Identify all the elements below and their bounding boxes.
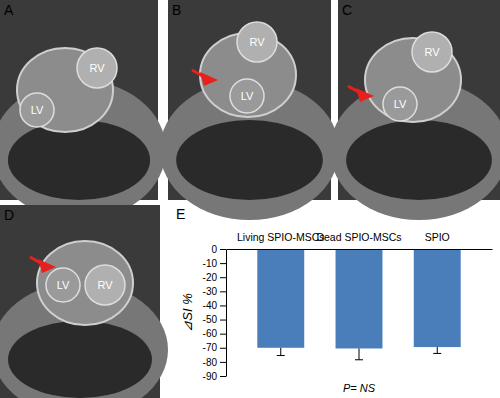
bar: [336, 249, 383, 348]
y-axis: -90 -80 -70 -60 -50 -40 -30 -20 -10 0: [203, 244, 227, 382]
tick-mark: [220, 320, 226, 321]
error-cap: [277, 355, 285, 356]
tick-mark: [220, 348, 226, 349]
region-label: RV: [97, 279, 113, 291]
tick-label: -30: [203, 286, 218, 297]
ventricle: [77, 48, 117, 88]
tick-mark: [220, 291, 226, 292]
ventricle: [412, 32, 452, 72]
tick-label: Dead SPIO-MSCs: [316, 231, 401, 243]
tick-label: -70: [203, 342, 218, 353]
tick-mark: [220, 376, 226, 377]
tick-label: -60: [203, 328, 218, 339]
image-panel: LV RV A: [0, 0, 166, 220]
tick-mark: [220, 277, 226, 278]
image-panel: RV LV B: [160, 0, 339, 220]
lung-area: [176, 120, 323, 200]
tick-label: -10: [203, 258, 218, 269]
image-panel: RV LV C: [330, 0, 500, 220]
tick: -70: [203, 342, 226, 353]
arrow: [200, 72, 218, 86]
tick: -20: [203, 272, 226, 283]
tick-label: 0: [211, 244, 217, 255]
tick: -40: [203, 300, 226, 311]
axis-line: [226, 250, 227, 377]
bar: [257, 249, 304, 348]
tick: SPIO: [425, 231, 450, 249]
tick-mark: [220, 263, 226, 264]
axis-title: ⊿SI %: [180, 293, 195, 331]
lung-area: [8, 321, 152, 398]
x-axis: Living SPIO-MSCsDead SPIO-MSCs SPIO: [227, 231, 493, 250]
region-label: LV: [394, 98, 407, 110]
panel-label: D: [4, 207, 14, 223]
region-label: LV: [241, 90, 254, 102]
panel-label: C: [342, 2, 352, 18]
ventricle: [20, 93, 54, 127]
tick-mark: [220, 362, 226, 363]
tissue: [330, 80, 500, 220]
bar: [414, 249, 461, 347]
ventricle: [230, 79, 264, 113]
region-label: LV: [57, 279, 70, 291]
tick-mark: [220, 305, 226, 306]
tick: -80: [203, 357, 226, 368]
tick-mark: [220, 334, 226, 335]
error-line: [280, 348, 281, 356]
panel-label: B: [172, 2, 181, 18]
arrow-shaft: [348, 86, 362, 94]
region-label: RV: [89, 62, 105, 74]
heart: [37, 241, 133, 325]
ventricle: [46, 268, 80, 302]
figure: LVRVARVLVBRVLVCLVRVDE-90-80-70-60-50-40-…: [0, 0, 500, 398]
tick: Dead SPIO-MSCs: [316, 231, 401, 249]
image-panel: LV RV D: [0, 205, 168, 398]
annotation: P= NS: [343, 382, 376, 394]
error-line: [437, 347, 438, 353]
region-label: RV: [424, 46, 440, 58]
tick: -60: [203, 328, 226, 339]
tick: -90: [203, 371, 226, 382]
tick: -10: [203, 258, 226, 269]
plot-area: [257, 249, 460, 360]
region-label: LV: [31, 104, 44, 116]
error-bar: [355, 348, 363, 359]
arrow-shaft: [192, 70, 206, 78]
arrow: [38, 259, 56, 273]
panel-label: A: [4, 2, 14, 18]
error-cap: [433, 353, 441, 354]
tick-mark: [220, 249, 226, 250]
error-bar: [433, 347, 441, 353]
tick: Living SPIO-MSCs: [237, 231, 325, 249]
ventricle: [237, 22, 277, 62]
lung-area: [8, 120, 150, 200]
tick: -30: [203, 286, 226, 297]
ventricle: [383, 87, 417, 121]
tick-label: Living SPIO-MSCs: [237, 231, 325, 243]
lung-area: [346, 120, 492, 200]
tick-label: -80: [203, 357, 218, 368]
error-bar: [277, 348, 285, 356]
region-label: RV: [249, 36, 265, 48]
tick-label: -20: [203, 272, 218, 283]
tick-label: SPIO: [425, 231, 450, 243]
tissue: [160, 80, 339, 220]
axis-line: [227, 249, 493, 250]
ventricle: [85, 265, 125, 305]
arrow: [356, 88, 374, 102]
tick: -50: [203, 314, 226, 325]
tick: 0: [211, 244, 226, 255]
error-line: [359, 348, 360, 359]
tick-label: -90: [203, 371, 218, 382]
panel-label: E: [176, 206, 185, 222]
tick-label: -50: [203, 314, 218, 325]
arrow-shaft: [30, 257, 44, 265]
tick-label: -40: [203, 300, 218, 311]
error-cap: [355, 359, 363, 360]
